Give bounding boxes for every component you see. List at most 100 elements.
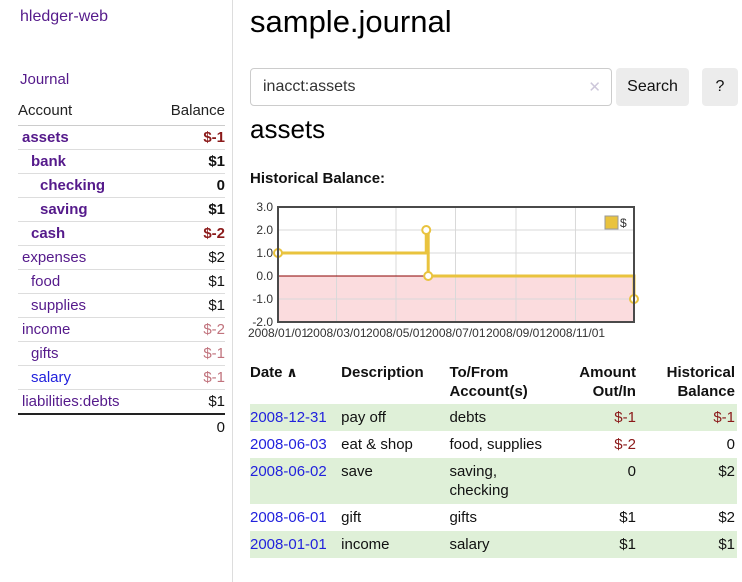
account-link[interactable]: expenses [22, 249, 87, 266]
account-link[interactable]: saving [40, 201, 88, 218]
register-col-header: Description [341, 364, 424, 381]
date-cell: 2008-06-02 [250, 458, 341, 504]
accounts-cell: debts [449, 409, 487, 426]
clear-search-icon[interactable]: ✕ [588, 79, 601, 96]
svg-text:2008/11/01: 2008/11/01 [546, 326, 605, 340]
transaction-date-link[interactable]: 2008-06-01 [250, 509, 327, 526]
register-header-row: Date ∧ Description To/From Account(s) Amoun… [250, 361, 737, 404]
sidebar: hledger-web Journal Account Balance asse… [0, 0, 233, 582]
balance-chart: $3.0 2.0 1.0 0.0 -1.0 -2.02008/01/012008/03/0… [248, 200, 639, 340]
svg-text:0.0: 0.0 [256, 269, 273, 283]
account-balance: $1 [152, 149, 225, 174]
sort-asc-icon: ∧ [282, 364, 298, 380]
register-col-header: Historical Balance [666, 364, 735, 400]
accounts-rows: assets $-1 bank $1 checking 0 saving $1 cash $-2 e… [18, 125, 225, 415]
amount-cell: 0 [627, 463, 636, 480]
register-row: 2008-06-01 gift gifts $1 $2 [250, 504, 737, 531]
account-cell: income [18, 317, 153, 342]
account-balance: $-1 [152, 341, 225, 366]
account-cell: liabilities:debts [18, 389, 153, 415]
balance-cell: $1 [718, 536, 735, 553]
svg-text:2008/03/01: 2008/03/01 [306, 326, 366, 340]
description-cell: save [341, 463, 373, 480]
description-cell: income [341, 536, 390, 553]
register-row: 2008-01-01 income salary $1 $1 [250, 531, 737, 558]
account-row: supplies $1 [18, 293, 225, 318]
account-cell: checking [18, 173, 153, 198]
accounts-cell: salary [449, 536, 490, 553]
date-cell: 2008-12-31 [250, 404, 341, 431]
account-link[interactable]: income [22, 321, 71, 338]
amount-cell: $1 [619, 509, 636, 526]
sidebar-item-journal[interactable]: Journal [20, 71, 70, 88]
account-row: expenses $2 [18, 245, 225, 270]
account-row: liabilities:debts $1 [18, 389, 225, 415]
register-rows: 2008-12-31 pay off debts $-1 $-1 2008-06-03 ea… [250, 404, 737, 558]
register-table: Date ∧ Description To/From Account(s) Amoun… [250, 361, 737, 558]
register-col-header: To/From Account(s) [449, 364, 528, 400]
account-balance: 0 [152, 173, 225, 198]
transaction-date-link[interactable]: 2008-06-02 [250, 463, 327, 480]
account-row: food $1 [18, 269, 225, 294]
account-cell: cash [18, 221, 153, 246]
register-row: 2008-06-02 save saving, checking 0 $2 [250, 458, 737, 504]
accounts-total-value: 0 [152, 413, 225, 439]
account-link[interactable]: liabilities:debts [22, 393, 120, 410]
account-link[interactable]: bank [31, 153, 67, 170]
date-cell: 2008-01-01 [250, 531, 341, 558]
account-row: checking 0 [18, 173, 225, 198]
amount-cell: $1 [619, 536, 636, 553]
amount-cell: $-2 [614, 436, 636, 453]
accounts-header-row: Account Balance [18, 100, 225, 126]
search-button[interactable]: Search [616, 68, 689, 106]
search-form: ✕ [250, 68, 612, 106]
app-brand-link[interactable]: hledger-web [20, 8, 109, 25]
account-link[interactable]: food [31, 273, 61, 290]
svg-text:1.0: 1.0 [256, 246, 273, 260]
help-button[interactable]: ? [702, 68, 738, 106]
transaction-date-link[interactable]: 2008-06-03 [250, 436, 327, 453]
account-row: salary $-1 [18, 365, 225, 390]
balance-cell: $2 [718, 509, 735, 526]
transaction-date-link[interactable]: 2008-12-31 [250, 409, 327, 426]
transaction-date-link[interactable]: 2008-01-01 [250, 536, 327, 553]
account-link[interactable]: cash [31, 225, 66, 242]
date-cell: 2008-06-03 [250, 431, 341, 458]
account-link[interactable]: supplies [31, 297, 87, 314]
svg-text:2008/01/01: 2008/01/01 [248, 326, 308, 340]
account-row: income $-2 [18, 317, 225, 342]
account-link[interactable]: salary [31, 369, 72, 386]
accounts-header-balance: Balance [152, 100, 225, 126]
register-col-header[interactable]: Date ∧ [250, 364, 298, 381]
account-link[interactable]: checking [40, 177, 106, 194]
description-cell: eat & shop [341, 436, 413, 453]
page-title: sample.journal [250, 4, 452, 39]
svg-text:-2.0: -2.0 [252, 315, 273, 329]
accounts-table: Account Balance assets $-1 bank $1 checking 0… [18, 100, 225, 439]
register-col-header: Amount Out/In [579, 364, 636, 400]
account-balance: $1 [152, 389, 225, 415]
account-balance: $1 [152, 197, 225, 222]
accounts-cell: food, supplies [449, 436, 543, 453]
account-heading: assets [250, 114, 326, 144]
account-row: cash $-2 [18, 221, 225, 246]
amount-cell: $-1 [614, 409, 636, 426]
svg-text:3.0: 3.0 [256, 200, 273, 214]
account-balance: $-1 [152, 365, 225, 390]
balance-cell: 0 [726, 436, 735, 453]
accounts-cell: saving, checking [449, 463, 509, 499]
account-row: saving $1 [18, 197, 225, 222]
search-input[interactable] [250, 68, 612, 106]
legend-swatch [604, 215, 619, 230]
svg-text:2008/09/01: 2008/09/01 [486, 326, 546, 340]
account-link[interactable]: gifts [31, 345, 59, 362]
account-cell: salary [18, 365, 153, 390]
account-link[interactable]: assets [22, 129, 69, 146]
svg-text:2008/07/01: 2008/07/01 [425, 326, 485, 340]
accounts-cell: gifts [449, 509, 477, 526]
account-balance: $2 [152, 245, 225, 270]
account-balance: $-1 [152, 125, 225, 150]
account-row: gifts $-1 [18, 341, 225, 366]
accounts-total-spacer [18, 413, 153, 439]
account-cell: expenses [18, 245, 153, 270]
